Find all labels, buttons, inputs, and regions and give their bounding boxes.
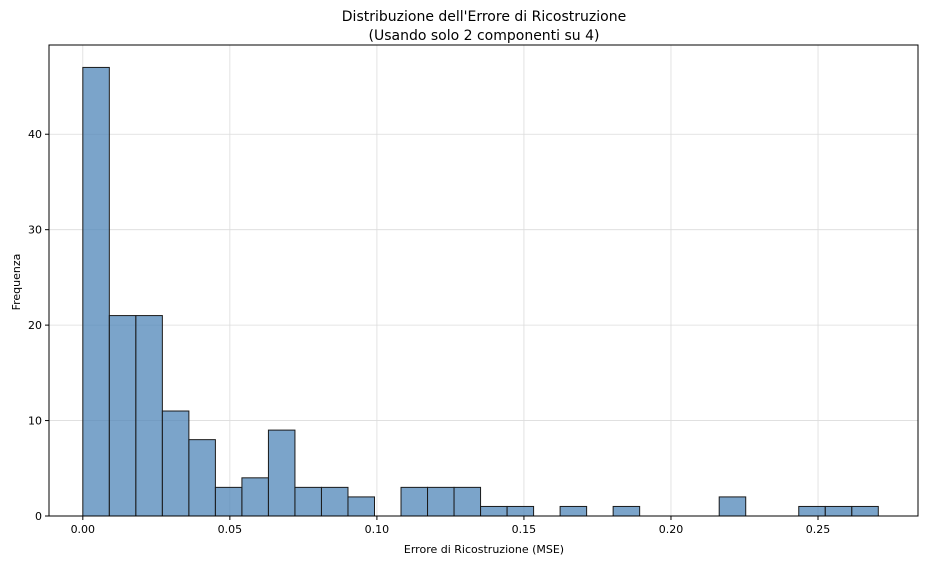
x-tick-label: 0.25	[806, 523, 831, 536]
histogram-bar	[82, 66, 110, 517]
x-axis-ticks: 0.00 0.05 0.10 0.15 0.20 0.25	[71, 516, 831, 536]
y-axis-ticks: 0 10 20 30 40	[28, 128, 49, 523]
histogram-bar	[427, 486, 455, 517]
y-tick-label: 30	[28, 224, 42, 237]
x-tick-label: 0.15	[512, 523, 537, 536]
histogram-bar	[718, 496, 747, 517]
histogram-bar	[188, 439, 216, 517]
histogram-bar	[267, 429, 296, 517]
histogram-bar	[480, 505, 508, 517]
histogram-bar	[453, 486, 482, 517]
histogram-bar	[612, 505, 641, 517]
y-tick-label: 20	[28, 319, 42, 332]
axes	[48, 44, 919, 517]
histogram-bar	[400, 486, 429, 517]
y-tick-label: 0	[35, 510, 42, 523]
histogram-bar	[135, 315, 163, 517]
histogram-bar	[559, 505, 588, 517]
y-axis-label: Frequenza	[10, 254, 23, 311]
y-tick-label: 10	[28, 415, 42, 428]
histogram-bar	[851, 505, 879, 517]
histogram-bar	[824, 505, 853, 517]
y-tick-label: 40	[28, 128, 42, 141]
chart-subtitle: (Usando solo 2 componenti su 4)	[368, 28, 599, 44]
histogram-bar	[241, 477, 269, 517]
histogram-bar	[506, 505, 535, 517]
x-tick-label: 0.05	[218, 523, 243, 536]
histogram-bar	[108, 315, 137, 517]
x-tick-label: 0.00	[71, 523, 96, 536]
histogram-bar	[214, 486, 243, 517]
x-axis-label: Errore di Ricostruzione (MSE)	[404, 543, 564, 556]
histogram-bar	[294, 486, 322, 517]
x-tick-label: 0.20	[659, 523, 684, 536]
histogram-bar	[320, 486, 349, 517]
chart-title: Distribuzione dell'Errore di Ricostruzio…	[342, 9, 626, 25]
plot-frame	[48, 44, 919, 517]
histogram-bar	[798, 505, 826, 517]
histogram-bars	[82, 66, 879, 517]
x-tick-label: 0.10	[365, 523, 390, 536]
histogram-bar	[161, 410, 190, 517]
histogram-bar	[347, 496, 375, 517]
